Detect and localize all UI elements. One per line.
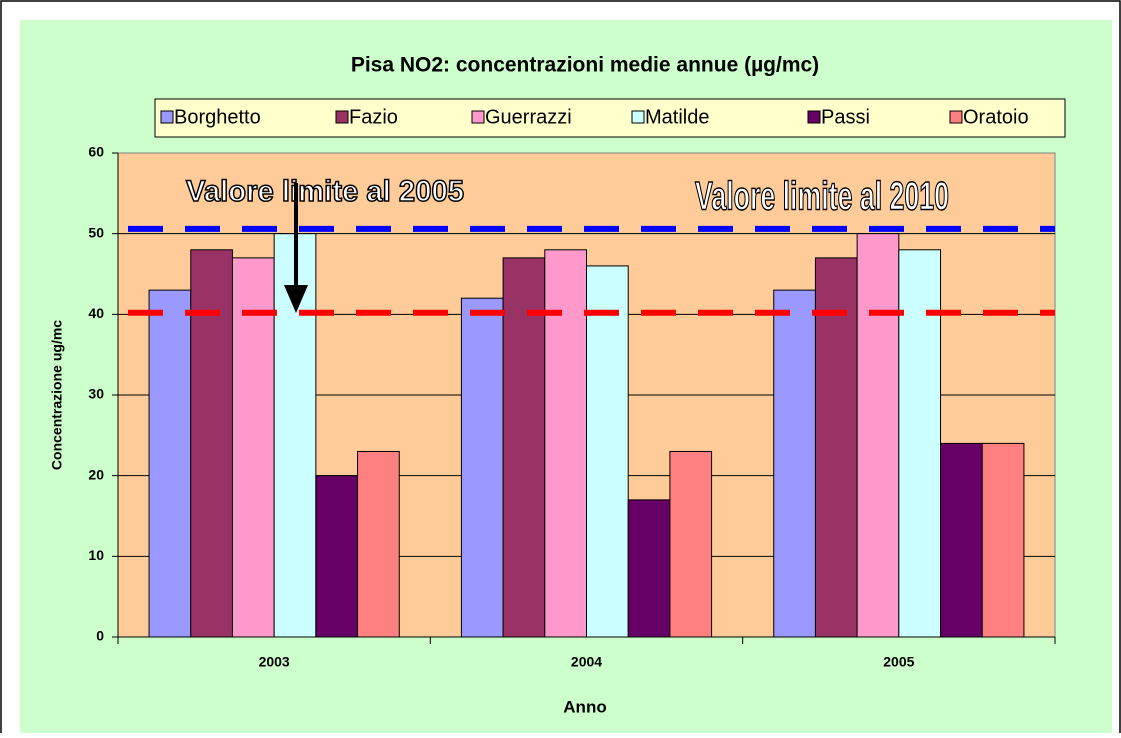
- bar: [940, 442, 983, 638]
- y-tick-label: 0: [96, 628, 104, 644]
- bar: [190, 249, 233, 638]
- bar: [357, 450, 400, 638]
- y-tick-label: 30: [88, 386, 104, 402]
- legend-swatch: [160, 110, 174, 124]
- y-tick-label: 60: [88, 144, 104, 160]
- bar: [460, 297, 504, 638]
- bar: [898, 249, 942, 638]
- annotation: Valore limite al 2010: [695, 175, 949, 219]
- y-tick-label: 20: [88, 466, 104, 482]
- y-tick-label: 50: [88, 224, 104, 240]
- legend-swatch: [335, 110, 349, 124]
- bar: [627, 499, 671, 638]
- y-tick-label: 10: [88, 547, 104, 563]
- bar: [773, 289, 816, 638]
- bar: [231, 257, 275, 638]
- bar: [544, 249, 587, 638]
- bar: [315, 475, 359, 638]
- annotation: Valore limite al 2005: [186, 175, 464, 208]
- bar: [981, 442, 1025, 638]
- legend-swatch: [471, 110, 485, 124]
- bar: [148, 289, 192, 638]
- x-tick-label: 2003: [259, 654, 290, 670]
- bar: [586, 265, 629, 638]
- legend-label: Fazio: [349, 106, 398, 128]
- x-axis-label: Anno: [563, 697, 606, 716]
- arrow-head: [284, 285, 308, 313]
- y-axis-label: Concentrazione ug/mc: [49, 320, 65, 470]
- legend-swatch: [631, 110, 645, 124]
- legend-box: [154, 98, 1066, 138]
- y-tick-label: 40: [88, 305, 104, 321]
- legend-label: Passi: [821, 106, 870, 128]
- bar: [856, 233, 900, 638]
- legend-label: Guerrazzi: [485, 106, 572, 128]
- legend-swatch: [807, 110, 821, 124]
- bar: [669, 450, 713, 638]
- x-tick-label: 2005: [883, 654, 914, 670]
- legend-swatch: [949, 110, 963, 124]
- chart-title: Pisa NO2: concentrazioni medie annue (µg…: [351, 54, 819, 77]
- legend-label: Oratoio: [963, 106, 1029, 128]
- x-tick-label: 2004: [571, 654, 602, 670]
- legend-label: Matilde: [645, 106, 709, 128]
- bar: [502, 257, 546, 638]
- legend-label: Borghetto: [174, 106, 261, 128]
